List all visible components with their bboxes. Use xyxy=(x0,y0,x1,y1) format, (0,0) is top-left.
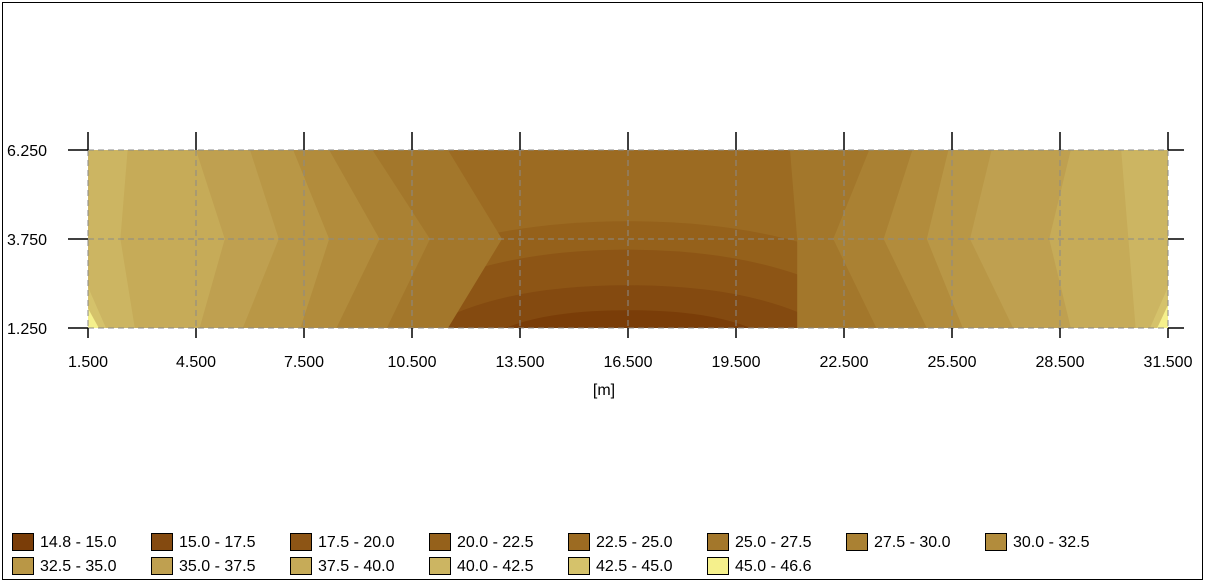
y-tick-label: 3.750 xyxy=(7,232,47,249)
legend-label: 27.5 - 30.0 xyxy=(874,533,951,551)
contour-band xyxy=(88,308,99,328)
legend-swatch xyxy=(290,533,312,551)
x-axis-label: [m] xyxy=(593,382,615,399)
legend-label: 40.0 - 42.5 xyxy=(457,557,534,575)
legend-item: 35.0 - 37.5 xyxy=(151,555,290,578)
legend-swatch xyxy=(846,533,868,551)
legend-item: 25.0 - 27.5 xyxy=(707,531,846,554)
legend-label: 37.5 - 40.0 xyxy=(318,557,395,575)
legend-swatch xyxy=(985,533,1007,551)
contour-band xyxy=(1121,150,1168,328)
contour-band xyxy=(505,310,751,328)
legend-row: 32.5 - 35.0 35.0 - 37.5 37.5 - 40.0 40.0 - … xyxy=(12,554,1192,578)
legend-swatch xyxy=(568,533,590,551)
x-tick-label: 1.500 xyxy=(68,354,108,371)
legend-item: 30.0 - 32.5 xyxy=(985,531,1124,554)
x-tick-label: 4.500 xyxy=(176,354,216,371)
x-tick-labels: 1.500 4.500 7.500 10.500 13.500 16.500 19.500 2… xyxy=(68,354,1193,371)
plot-area xyxy=(88,150,1168,328)
legend-swatch xyxy=(429,533,451,551)
contour-fill xyxy=(88,150,1168,328)
legend-label: 32.5 - 35.0 xyxy=(40,557,117,575)
x-tick-label: 10.500 xyxy=(388,354,437,371)
legend-item: 14.8 - 15.0 xyxy=(12,531,151,554)
legend-item: 45.0 - 46.6 xyxy=(707,555,846,578)
legend-label: 42.5 - 45.0 xyxy=(596,557,673,575)
legend-row: 14.8 - 15.0 15.0 - 17.5 17.5 - 20.0 20.0 - … xyxy=(12,530,1192,554)
legend-label: 17.5 - 20.0 xyxy=(318,533,395,551)
legend-item: 15.0 - 17.5 xyxy=(151,531,290,554)
x-tick-label: 19.500 xyxy=(712,354,761,371)
x-tick-label: 13.500 xyxy=(496,354,545,371)
legend-label: 45.0 - 46.6 xyxy=(735,557,812,575)
legend-swatch xyxy=(707,557,729,575)
legend-label: 15.0 - 17.5 xyxy=(179,533,256,551)
contour-band xyxy=(426,285,830,328)
y-tick-labels: 6.250 3.750 1.250 xyxy=(7,143,47,338)
legend-swatch xyxy=(290,557,312,575)
contour-band xyxy=(372,150,502,328)
legend-label: 14.8 - 15.0 xyxy=(40,533,117,551)
x-tick-label: 28.500 xyxy=(1036,354,1085,371)
legend-item: 22.5 - 25.0 xyxy=(568,531,707,554)
legend-item: 27.5 - 30.0 xyxy=(846,531,985,554)
legend-swatch xyxy=(151,533,173,551)
legend-swatch xyxy=(12,557,34,575)
axes xyxy=(68,132,1184,338)
y-tick-label: 1.250 xyxy=(7,321,47,338)
legend-item: 40.0 - 42.5 xyxy=(429,555,568,578)
legend-item: 20.0 - 22.5 xyxy=(429,531,568,554)
legend-label: 35.0 - 37.5 xyxy=(179,557,256,575)
legend-swatch xyxy=(151,557,173,575)
legend-label: 30.0 - 32.5 xyxy=(1013,533,1090,551)
legend-label: 22.5 - 25.0 xyxy=(596,533,673,551)
legend-swatch xyxy=(568,557,590,575)
legend-item: 32.5 - 35.0 xyxy=(12,555,151,578)
legend-label: 20.0 - 22.5 xyxy=(457,533,534,551)
legend-item: 37.5 - 40.0 xyxy=(290,555,429,578)
x-tick-label: 31.500 xyxy=(1144,354,1193,371)
legend-swatch xyxy=(12,533,34,551)
x-tick-label: 22.500 xyxy=(820,354,869,371)
legend-swatch xyxy=(707,533,729,551)
legend-item: 17.5 - 20.0 xyxy=(290,531,429,554)
contour-band xyxy=(1157,304,1168,328)
x-tick-label: 25.500 xyxy=(928,354,977,371)
legend-label: 25.0 - 27.5 xyxy=(735,533,812,551)
legend-item: 42.5 - 45.0 xyxy=(568,555,707,578)
legend-swatch xyxy=(429,557,451,575)
x-tick-label: 16.500 xyxy=(604,354,653,371)
legend: 14.8 - 15.0 15.0 - 17.5 17.5 - 20.0 20.0 - … xyxy=(12,530,1192,578)
y-tick-label: 6.250 xyxy=(7,143,47,160)
x-tick-label: 7.500 xyxy=(284,354,324,371)
